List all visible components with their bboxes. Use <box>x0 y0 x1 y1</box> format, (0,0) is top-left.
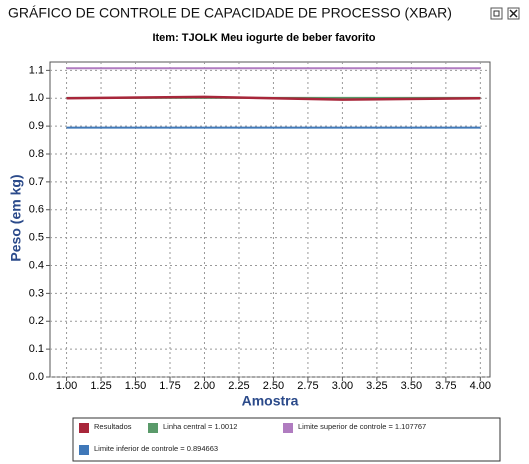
close-icon <box>509 9 518 18</box>
x-tick-label: 3.25 <box>366 380 387 392</box>
x-tick-label: 3.00 <box>332 380 353 392</box>
y-tick-label: 0.2 <box>29 315 44 327</box>
legend-label: Resultados <box>94 422 132 431</box>
x-axis-label: Amostra <box>242 393 299 409</box>
legend-swatch <box>79 445 89 455</box>
y-tick-label: 0.9 <box>29 120 44 132</box>
x-tick-label: 2.50 <box>263 380 284 392</box>
y-tick-label: 0.1 <box>29 343 44 355</box>
legend-swatch <box>148 423 158 433</box>
chart-title: Item: TJOLK Meu iogurte de beber favorit… <box>152 32 375 44</box>
restore-icon <box>493 10 500 17</box>
y-tick-label: 0.0 <box>29 371 44 383</box>
series-line <box>66 95 481 101</box>
y-tick-label: 0.6 <box>29 204 44 216</box>
y-tick-label: 0.3 <box>29 287 44 299</box>
x-tick-label: 1.75 <box>159 380 180 392</box>
x-tick-label: 1.50 <box>125 380 146 392</box>
x-tick-label: 1.00 <box>56 380 77 392</box>
x-tick-label: 3.75 <box>435 380 456 392</box>
window-title: GRÁFICO DE CONTROLE DE CAPACIDADE DE PRO… <box>8 5 452 21</box>
y-tick-label: 0.7 <box>29 176 44 188</box>
legend-label: Linha central = 1.0012 <box>163 422 237 431</box>
x-tick-label: 1.25 <box>90 380 111 392</box>
legend-label: Limite superior de controle = 1.107767 <box>298 422 426 431</box>
x-tick-label: 4.00 <box>470 380 491 392</box>
y-tick-label: 1.1 <box>29 64 44 76</box>
x-tick-label: 3.50 <box>401 380 422 392</box>
y-tick-label: 1.0 <box>29 92 44 104</box>
y-tick-label: 0.5 <box>29 232 44 244</box>
x-tick-label: 2.75 <box>297 380 318 392</box>
x-tick-label: 2.25 <box>228 380 249 392</box>
restore-button[interactable] <box>490 7 503 20</box>
legend-label: Limite inferior de controle = 0.894663 <box>94 444 218 453</box>
y-tick-label: 0.8 <box>29 148 44 160</box>
y-tick-label: 0.4 <box>29 259 44 271</box>
x-tick-label: 2.00 <box>194 380 215 392</box>
plot-area <box>49 61 491 378</box>
legend-swatch <box>79 423 89 433</box>
y-axis-label: Peso (em kg) <box>8 174 24 261</box>
legend-swatch <box>283 423 293 433</box>
